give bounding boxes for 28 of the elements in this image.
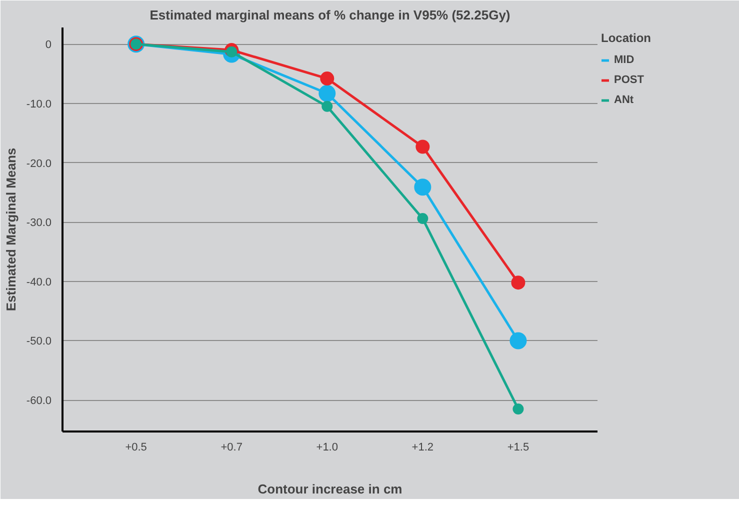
point bbox=[320, 72, 334, 86]
y-tick-label: -30.0 bbox=[26, 217, 52, 230]
x-axis-title: Contour increase in cm bbox=[258, 482, 402, 496]
legend-label: ANt bbox=[614, 94, 635, 106]
x-tick-label: +0.5 bbox=[125, 442, 147, 454]
point bbox=[512, 403, 524, 414]
point bbox=[414, 178, 432, 196]
point bbox=[416, 140, 430, 154]
legend-title: Location bbox=[601, 31, 651, 45]
chart-title: Estimated marginal means of % change in V95% (52.25Gy) bbox=[150, 8, 510, 22]
y-tick-label: -60.0 bbox=[26, 395, 52, 408]
x-tick-label: +1.2 bbox=[412, 442, 434, 454]
x-tick-label: +1.0 bbox=[316, 442, 338, 454]
y-axis-title: Estimated Marginal Means bbox=[3, 148, 18, 312]
point bbox=[510, 332, 527, 350]
y-tick-label: -50.0 bbox=[26, 336, 52, 348]
y-tick-label: -40.0 bbox=[26, 276, 52, 288]
x-tick-label: +0.7 bbox=[220, 442, 242, 454]
legend-label: MID bbox=[614, 54, 636, 66]
point bbox=[318, 84, 336, 102]
y-tick-label: -20.0 bbox=[26, 158, 52, 170]
x-tick-label: +1.5 bbox=[507, 442, 530, 454]
legend-label: POST bbox=[614, 74, 644, 86]
y-tick-label: 0 bbox=[45, 39, 52, 52]
point bbox=[322, 100, 333, 112]
point bbox=[417, 213, 428, 224]
point bbox=[511, 276, 526, 290]
y-tick-label: -10.0 bbox=[26, 98, 52, 110]
